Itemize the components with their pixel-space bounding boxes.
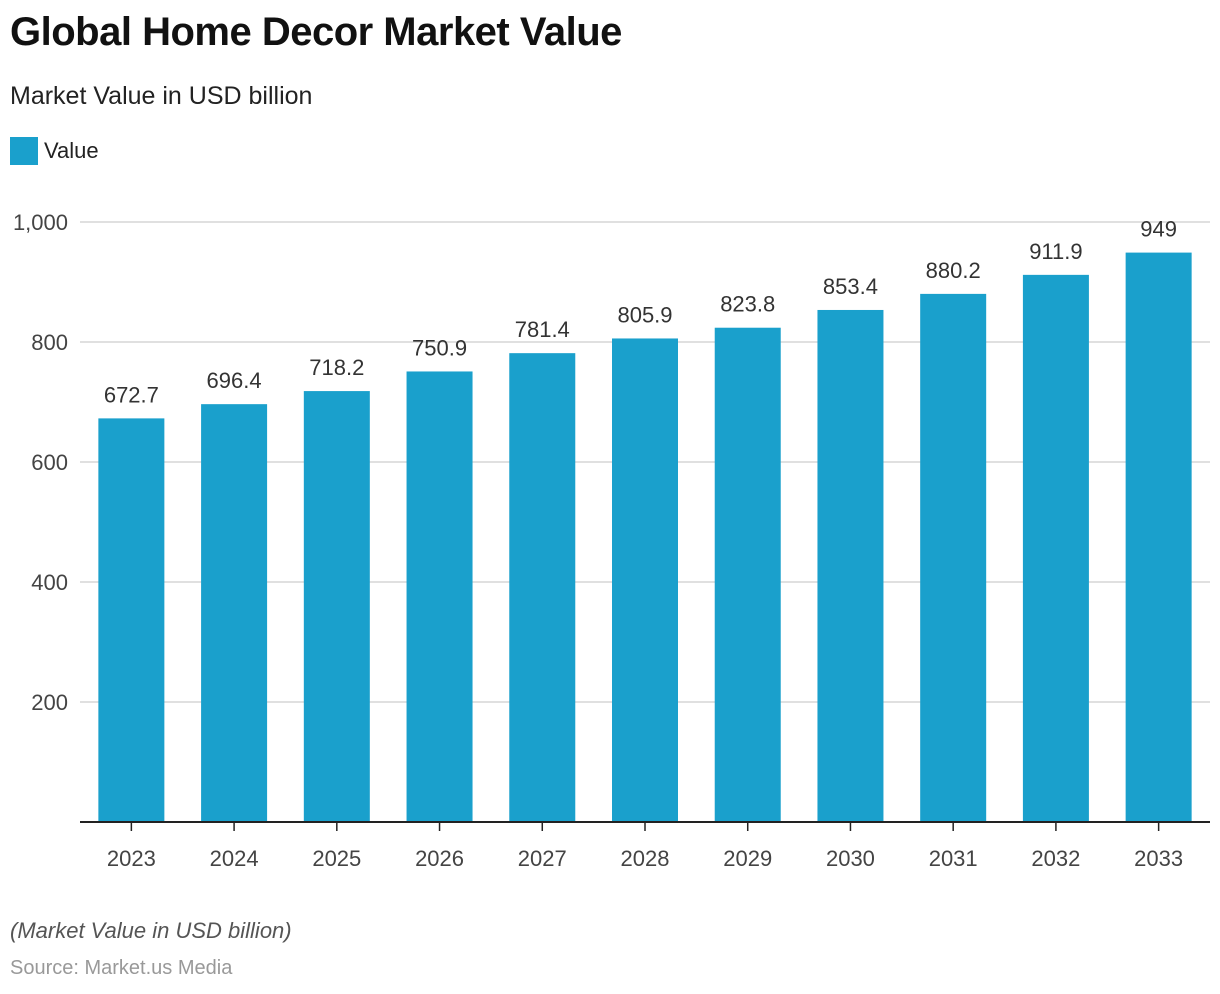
bar-2024 [201, 404, 268, 822]
data-label-2033: 949 [1140, 217, 1177, 242]
x-tick-label-2032: 2032 [1031, 846, 1080, 871]
footnote: (Market Value in USD billion) [10, 918, 292, 943]
x-tick-label-2024: 2024 [210, 846, 259, 871]
y-tick-label: 400 [31, 570, 68, 595]
x-tick-label-2031: 2031 [929, 846, 978, 871]
chart-title: Global Home Decor Market Value [10, 10, 622, 54]
bar-2029 [714, 327, 781, 822]
bar-2028 [612, 338, 678, 822]
bar-2031 [920, 293, 987, 822]
x-tick-label-2033: 2033 [1134, 846, 1183, 871]
bar-2025 [303, 391, 370, 822]
x-tick-label-2026: 2026 [415, 846, 464, 871]
chart-subtitle: Market Value in USD billion [10, 82, 313, 110]
data-label-2028: 805.9 [617, 302, 672, 327]
legend-swatch [10, 137, 38, 165]
y-tick-label: 200 [31, 690, 68, 715]
source-credit: Source: Market.us Media [10, 957, 233, 979]
x-tick-label-2027: 2027 [518, 846, 567, 871]
x-tick-label-2029: 2029 [723, 846, 772, 871]
data-labels: 672.7 696.4 718.2 750.9 781.4 805.9 823.8 853.4… [104, 217, 1177, 408]
data-label-2025: 718.2 [309, 355, 364, 380]
y-tick-label: 1,000 [13, 210, 68, 235]
x-axis-ticks: 2023 2024 2025 2026 2027 2028 2029 2030 2031 2032… [80, 821, 1210, 871]
bar-2026 [406, 371, 473, 822]
bar-2023 [98, 418, 165, 822]
bars [98, 252, 1192, 823]
legend-label: Value [44, 138, 99, 163]
y-axis-ticks: 200 400 600 800 1,000 [13, 210, 68, 715]
data-label-2027: 781.4 [515, 317, 570, 342]
data-label-2029: 823.8 [720, 292, 775, 317]
data-label-2023: 672.7 [104, 382, 159, 407]
legend: Value [10, 137, 99, 165]
data-label-2031: 880.2 [926, 258, 981, 283]
bar-2032 [1022, 274, 1089, 822]
y-tick-label: 600 [31, 450, 68, 475]
data-label-2030: 853.4 [823, 274, 878, 299]
bar-2030 [817, 309, 884, 823]
x-tick-label-2030: 2030 [826, 846, 875, 871]
bar-2027 [509, 353, 576, 822]
data-label-2032: 911.9 [1029, 239, 1082, 264]
data-label-2026: 750.9 [412, 335, 467, 360]
data-label-2024: 696.4 [207, 368, 262, 393]
bar-2033 [1125, 252, 1192, 823]
x-tick-label-2028: 2028 [621, 846, 670, 871]
y-tick-label: 800 [31, 330, 68, 355]
x-tick-label-2025: 2025 [312, 846, 361, 871]
x-tick-label-2023: 2023 [107, 846, 156, 871]
